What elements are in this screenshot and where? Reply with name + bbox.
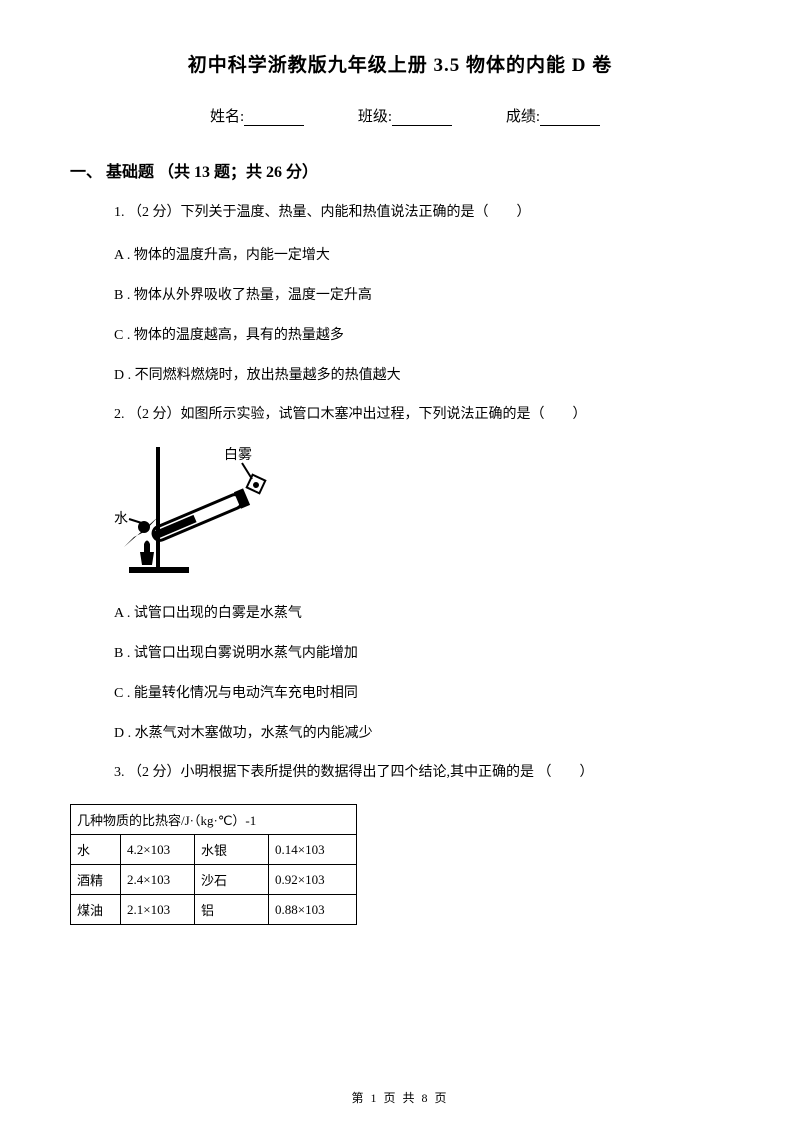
fig-label-mist: 白雾	[224, 447, 252, 463]
section-header: 一、 基础题 （共 13 题；共 26 分）	[70, 158, 730, 182]
cell: 水银	[195, 835, 269, 865]
q1-option-b: B . 物体从外界吸收了热量，温度一定升高	[114, 284, 730, 304]
q1-stem: 1. （2 分）下列关于温度、热量、内能和热值说法正确的是（ ）	[114, 202, 730, 224]
q2-figure: 白雾 水	[114, 447, 730, 582]
q2-option-c: C . 能量转化情况与电动汽车充电时相同	[114, 682, 730, 702]
experiment-diagram-icon: 白雾 水	[114, 447, 284, 577]
fig-label-water: 水	[114, 511, 128, 527]
cell: 0.14×103	[269, 835, 357, 865]
specific-heat-table: 几种物质的比热容/J·（kg·℃）-1 水 4.2×103 水银 0.14×10…	[70, 804, 357, 925]
cell: 4.2×103	[121, 835, 195, 865]
table-row: 酒精 2.4×103 沙石 0.92×103	[71, 865, 357, 895]
class-blank[interactable]	[392, 112, 452, 126]
q1-option-d: D . 不同燃料燃烧时，放出热量越多的热值越大	[114, 364, 730, 384]
cell: 煤油	[71, 895, 121, 925]
q3-stem: 3. （2 分）小明根据下表所提供的数据得出了四个结论,其中正确的是 （ ）	[114, 762, 730, 784]
q2-option-d: D . 水蒸气对木塞做功，水蒸气的内能减少	[114, 722, 730, 742]
q1-option-a: A . 物体的温度升高，内能一定增大	[114, 244, 730, 264]
cell: 2.4×103	[121, 865, 195, 895]
table-header: 几种物质的比热容/J·（kg·℃）-1	[71, 805, 357, 835]
page-footer: 第 1 页 共 8 页	[0, 1089, 800, 1106]
cell: 沙石	[195, 865, 269, 895]
cell: 水	[71, 835, 121, 865]
q2-stem: 2. （2 分）如图所示实验，试管口木塞冲出过程，下列说法正确的是（ ）	[114, 404, 730, 426]
cell: 0.92×103	[269, 865, 357, 895]
q2-option-b: B . 试管口出现白雾说明水蒸气内能增加	[114, 642, 730, 662]
cell: 铝	[195, 895, 269, 925]
score-label: 成绩:	[506, 109, 540, 125]
q2-option-a: A . 试管口出现的白雾是水蒸气	[114, 602, 730, 622]
name-label: 姓名:	[210, 109, 244, 125]
cell: 2.1×103	[121, 895, 195, 925]
q1-option-c: C . 物体的温度越高，具有的热量越多	[114, 324, 730, 344]
student-info-line: 姓名: 班级: 成绩:	[70, 105, 730, 126]
name-blank[interactable]	[244, 112, 304, 126]
score-blank[interactable]	[540, 112, 600, 126]
cell: 0.88×103	[269, 895, 357, 925]
table-row: 水 4.2×103 水银 0.14×103	[71, 835, 357, 865]
page-title: 初中科学浙教版九年级上册 3.5 物体的内能 D 卷	[70, 50, 730, 77]
class-label: 班级:	[358, 109, 392, 125]
cell: 酒精	[71, 865, 121, 895]
table-row: 煤油 2.1×103 铝 0.88×103	[71, 895, 357, 925]
